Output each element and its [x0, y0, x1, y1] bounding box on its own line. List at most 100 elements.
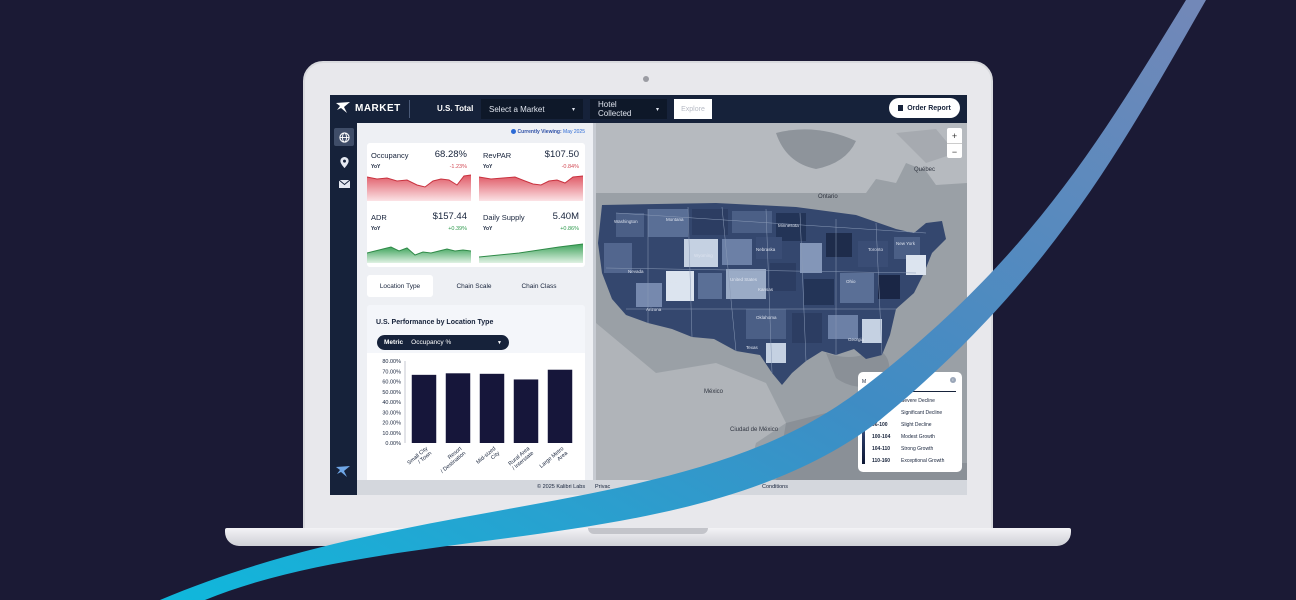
kpi-change: +0.39% [448, 226, 467, 232]
source-select-label: Hotel Collected [598, 100, 632, 118]
map-label: Toronto [868, 247, 884, 252]
daily-supply-sparkline [479, 243, 583, 263]
x-tick-label: Mid-sizedCity [475, 446, 501, 470]
top-bar: MARKET U.S. Total Select a Market ▾ Hote… [330, 95, 967, 123]
kpi-label: RevPAR [483, 151, 512, 160]
kpi-card: Occupancy 68.28% YoY -1.23% RevPAR $107.… [367, 143, 585, 267]
zoom-out-button[interactable]: − [951, 146, 958, 157]
location-pin-icon[interactable] [334, 153, 354, 171]
map-label: Ciudad de México [730, 427, 779, 433]
bar[interactable] [479, 373, 505, 443]
kpi-change: -1.23% [449, 164, 467, 170]
kpi-yoy: YoY [483, 164, 493, 170]
legend-row: 110-160 Exceptional Growth [872, 458, 944, 464]
performance-title: U.S. Performance by Location Type [376, 319, 494, 326]
x-tick-label: Resort/ Destination [436, 446, 467, 475]
legend-label: Strong Growth [901, 446, 934, 452]
legend-range: 110-160 [872, 458, 891, 464]
kpi-yoy: YoY [371, 226, 381, 232]
y-tick-label: 80.00% [382, 359, 401, 365]
y-tick-label: 0.00% [385, 441, 401, 447]
footer: © 2025 Kalibri Labs Privac Conditions [357, 480, 967, 495]
legend-label: Modest Growth [901, 434, 935, 440]
map-label: Nebraska [756, 247, 776, 252]
y-tick-label: 60.00% [382, 380, 401, 386]
kpi-label: Daily Supply [483, 213, 525, 222]
kpi-adr[interactable]: ADR $157.44 YoY +0.39% [367, 205, 471, 263]
map-label: México [704, 389, 724, 395]
legend-range: 104-110 [872, 446, 891, 452]
market-select[interactable]: Select a Market ▾ [481, 99, 583, 119]
kpi-revpar[interactable]: RevPAR $107.50 YoY -0.84% [479, 143, 583, 201]
order-report-button[interactable]: Order Report [889, 98, 960, 118]
adr-sparkline [367, 246, 471, 263]
source-select[interactable]: Hotel Collected ▾ [590, 99, 667, 119]
location-type-bar-chart: 0.00% 10.00% 20.00% 30.00% 40.00% 50.00% 60.00… [382, 359, 573, 475]
map-legend: M i Severe Decline Significant Decline 9… [858, 372, 962, 472]
kpi-value: 68.28% [434, 149, 467, 160]
viewing-value: May 2025 [563, 129, 585, 135]
kpi-yoy: YoY [483, 226, 493, 232]
map-label: Kansas [758, 287, 774, 292]
x-tick-label: Small City/ Town [406, 446, 433, 471]
bird-logo-icon[interactable] [336, 466, 350, 481]
mail-icon[interactable] [334, 175, 354, 193]
map-label: Texas [746, 345, 759, 350]
kpi-value: $157.44 [432, 211, 467, 222]
info-icon [511, 129, 517, 135]
tab-location-type[interactable]: Location Type [367, 275, 433, 297]
legend-label: Severe Decline [901, 398, 935, 404]
bar[interactable] [547, 369, 573, 443]
map-label: Montana [666, 217, 684, 222]
bar[interactable] [513, 379, 539, 443]
legend-color-scale [862, 394, 865, 464]
x-tick-label: Large MetroArea [539, 445, 570, 474]
zoom-in-button[interactable]: + [951, 130, 958, 141]
map-label: Oklahoma [756, 315, 777, 320]
map-label: Georgia [848, 337, 865, 342]
brand[interactable]: MARKET [336, 102, 401, 114]
legend-range: 100-104 [872, 434, 891, 440]
tab-chain-class[interactable]: Chain Class [521, 282, 557, 290]
kpi-value: 5.40M [552, 211, 579, 222]
map-label: Washington [614, 219, 638, 224]
kpi-daily-supply[interactable]: Daily Supply 5.40M YoY +0.86% [479, 205, 583, 263]
laptop-camera [643, 76, 649, 82]
kpi-occupancy[interactable]: Occupancy 68.28% YoY -1.23% [367, 143, 471, 201]
tab-chain-scale[interactable]: Chain Scale [456, 282, 492, 290]
map-label: Ontario [818, 194, 838, 200]
app-screen: MARKET U.S. Total Select a Market ▾ Hote… [330, 95, 967, 495]
order-report-label: Order Report [907, 104, 951, 112]
legend-header: M [862, 379, 867, 385]
map-label: Ohio [846, 279, 856, 284]
explore-button[interactable]: Explore [674, 99, 712, 119]
us-total-link[interactable]: U.S. Total [437, 104, 474, 113]
kpi-change: -0.84% [561, 164, 579, 170]
kpi-value: $107.50 [544, 149, 579, 160]
chevron-down-icon: ▾ [655, 106, 659, 113]
kpi-change: +0.86% [560, 226, 579, 232]
bar[interactable] [411, 374, 437, 443]
map-label: Québec [914, 167, 935, 173]
map-label: Arizona [646, 307, 662, 312]
brand-name: MARKET [355, 102, 401, 114]
x-tick-label: Rural Area/ Interstate [508, 445, 536, 472]
metric-value: Occupancy % [411, 339, 452, 346]
y-tick-label: 30.00% [382, 410, 401, 416]
map-label: Utah [670, 279, 680, 284]
map-label: Minnesota [778, 223, 799, 228]
globe-icon[interactable] [334, 128, 354, 146]
legend-row: 104-110 Strong Growth [872, 446, 933, 452]
performance-card: U.S. Performance by Location Type Metric… [367, 305, 585, 480]
occupancy-sparkline [367, 174, 471, 201]
y-tick-label: 20.00% [382, 421, 401, 427]
terms-link[interactable]: Conditions [762, 484, 788, 490]
legend-label: Slight Decline [901, 422, 932, 428]
bird-logo-icon [336, 102, 350, 113]
map-label: Wyoming [694, 253, 713, 258]
y-tick-label: 50.00% [382, 390, 401, 396]
bar[interactable] [445, 373, 471, 443]
metric-select[interactable]: Metric Occupancy % ▼ [377, 335, 509, 350]
privacy-link[interactable]: Privac [595, 484, 611, 490]
info-icon[interactable]: i [950, 377, 956, 383]
